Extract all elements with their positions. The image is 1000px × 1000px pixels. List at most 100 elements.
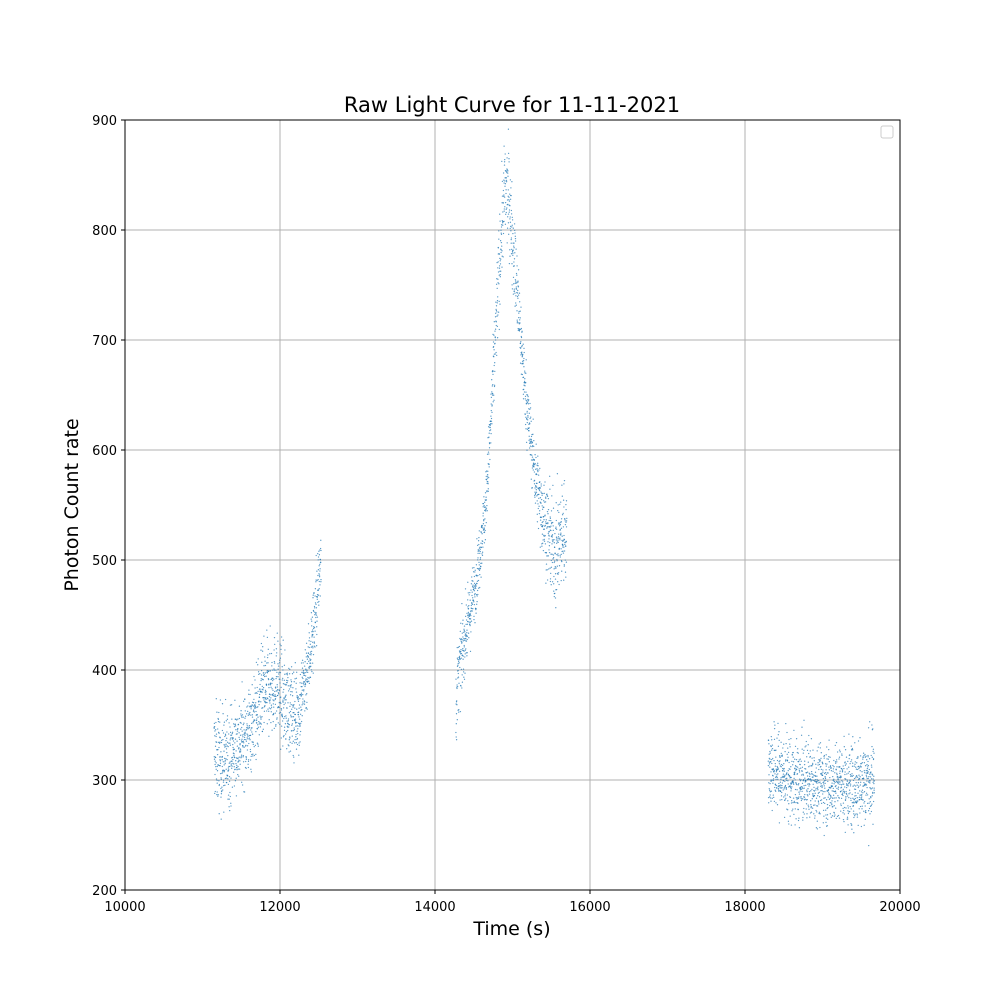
data-point <box>271 661 273 664</box>
data-point <box>306 662 308 665</box>
data-point <box>528 442 531 445</box>
data-point <box>514 279 517 281</box>
data-point <box>280 648 282 651</box>
data-point <box>258 700 260 703</box>
data-point <box>511 219 514 221</box>
data-point <box>871 795 873 797</box>
data-point <box>317 574 319 577</box>
data-point <box>842 792 844 794</box>
data-point <box>501 255 503 257</box>
data-point <box>467 606 469 608</box>
data-point <box>233 755 235 757</box>
data-point <box>251 701 254 703</box>
data-point <box>285 679 288 682</box>
data-point <box>565 508 567 511</box>
data-point <box>538 488 540 491</box>
data-point <box>472 586 474 588</box>
data-point <box>239 751 242 753</box>
data-point <box>238 738 241 741</box>
data-point <box>233 771 235 773</box>
data-point <box>237 768 239 770</box>
data-point <box>292 687 294 689</box>
data-point <box>871 803 873 805</box>
data-point <box>564 559 566 561</box>
data-point <box>784 799 786 801</box>
data-point <box>510 242 512 244</box>
data-point <box>469 618 472 620</box>
data-point <box>861 794 863 796</box>
data-point <box>240 722 242 724</box>
data-point <box>221 790 223 792</box>
data-point <box>251 731 253 733</box>
data-point <box>800 779 802 781</box>
data-point <box>867 772 869 775</box>
data-point <box>231 767 233 769</box>
data-point <box>523 391 526 393</box>
data-point <box>261 690 263 693</box>
data-point <box>771 747 774 750</box>
data-point <box>803 749 805 752</box>
data-point <box>853 788 856 790</box>
data-point <box>246 723 248 725</box>
data-point <box>456 646 458 649</box>
data-point <box>789 743 791 745</box>
data-point <box>542 520 544 523</box>
data-point <box>834 772 836 774</box>
data-point <box>770 800 772 802</box>
data-point <box>792 801 794 804</box>
data-point <box>308 640 310 642</box>
data-point <box>474 622 476 624</box>
data-point <box>506 199 509 201</box>
data-point <box>837 795 839 797</box>
data-point <box>788 803 790 805</box>
data-point <box>869 776 872 778</box>
data-point <box>811 788 813 791</box>
data-point <box>224 733 227 735</box>
data-point <box>274 643 276 646</box>
data-point <box>316 598 318 600</box>
data-point <box>312 647 314 649</box>
data-point <box>222 732 225 734</box>
data-point <box>519 319 521 321</box>
data-point <box>817 801 820 803</box>
data-point <box>545 563 548 565</box>
data-point <box>852 749 854 751</box>
data-point <box>782 770 784 772</box>
data-point <box>246 733 248 735</box>
data-point <box>866 767 869 770</box>
data-point <box>813 804 815 806</box>
data-point <box>263 672 265 674</box>
data-point <box>226 781 228 784</box>
data-point <box>248 737 251 739</box>
data-point <box>278 671 280 674</box>
data-point <box>477 559 479 561</box>
data-point <box>514 235 516 237</box>
data-point <box>236 769 238 771</box>
data-point <box>831 804 833 806</box>
data-point <box>319 595 321 597</box>
data-point <box>769 750 771 753</box>
data-point <box>820 790 822 792</box>
data-point <box>832 764 834 767</box>
data-point <box>309 653 311 656</box>
data-point <box>551 543 553 545</box>
data-point <box>810 800 812 802</box>
data-point <box>796 768 798 770</box>
data-point <box>268 710 270 712</box>
data-point <box>500 233 503 236</box>
data-point <box>292 740 294 742</box>
data-point <box>297 696 300 698</box>
data-point <box>224 777 227 780</box>
data-point <box>813 757 815 759</box>
data-point <box>297 699 299 701</box>
data-point <box>277 692 280 694</box>
data-point <box>245 728 248 731</box>
data-point <box>257 724 259 726</box>
data-point <box>225 720 227 722</box>
data-point <box>506 170 508 172</box>
data-point <box>319 570 321 572</box>
data-point <box>822 822 824 824</box>
data-point <box>851 802 853 804</box>
data-point <box>287 680 289 682</box>
data-point <box>808 752 810 755</box>
